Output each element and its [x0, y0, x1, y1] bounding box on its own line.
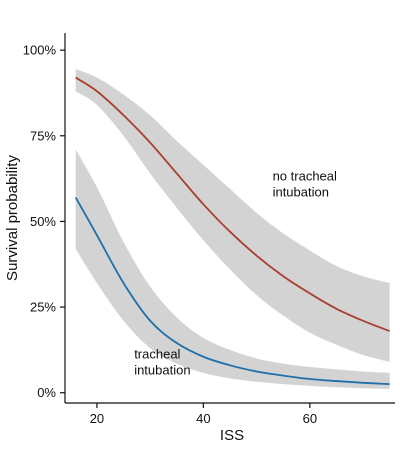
y-tick-label: 0%: [37, 385, 56, 400]
annotation-line: tracheal: [134, 346, 180, 361]
annotation-0: no tracheal intubation: [273, 168, 337, 199]
y-tick-label: 25%: [30, 300, 56, 315]
y-tick-label: 100%: [23, 43, 57, 58]
survival-curves: [74, 76, 391, 386]
series-line-1: [74, 196, 390, 386]
y-tick-label: 75%: [30, 128, 56, 143]
x-tick-label: 40: [196, 411, 210, 426]
x-tick-label: 20: [90, 411, 104, 426]
confidence-band-0: [75, 68, 390, 362]
x-axis-label: ISS: [220, 427, 244, 444]
annotation-line: intubation: [273, 184, 329, 199]
y-axis-label: Survival probability: [4, 155, 21, 281]
annotation-1: tracheal intubation: [134, 346, 190, 377]
ticks: 0% 25% 50% 75% 100% 20 40 60: [23, 43, 317, 426]
annotation-line: intubation: [134, 362, 190, 377]
confidence-bands: [75, 68, 390, 389]
x-tick-label: 60: [303, 411, 317, 426]
axes: [64, 33, 395, 404]
series-line-0: [75, 76, 391, 332]
annotation-line: no tracheal: [273, 168, 337, 183]
y-tick-label: 50%: [30, 214, 56, 229]
confidence-band-1: [75, 149, 390, 389]
